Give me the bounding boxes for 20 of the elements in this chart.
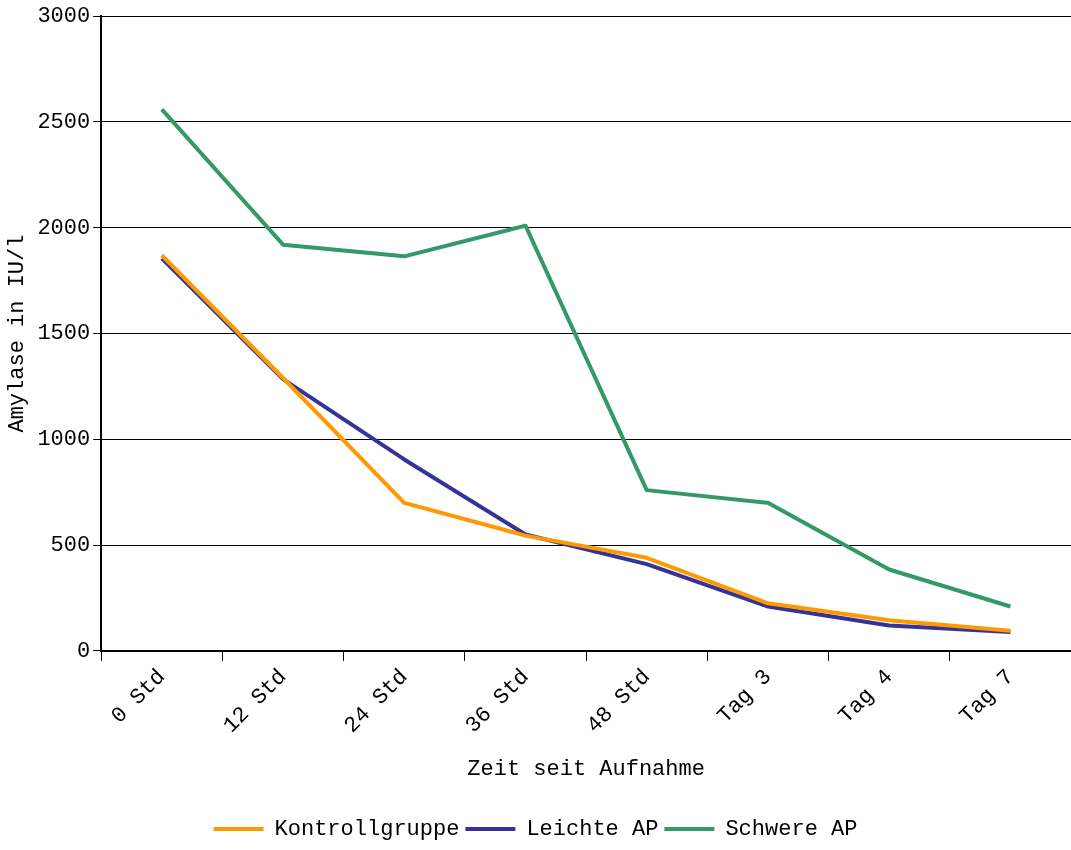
y-tick-label: 500 [50,532,91,558]
y-tick-label: 2500 [37,109,91,135]
x-tick-label: Tag 3 [712,664,778,730]
x-tick-label: 48 Std [582,664,656,739]
y-tick-label: 0 [77,638,91,664]
y-tick-label: 2000 [37,215,91,241]
x-tick-label: 0 Std [106,664,171,730]
x-tick-label: 36 Std [460,664,535,739]
legend-label: Kontrollgruppe [274,816,460,842]
legend-label: Leichte AP [526,816,659,842]
y-tick-label: 3000 [37,4,91,30]
y-tick-label: 1500 [37,321,91,347]
y-axis-title: Amylase in IU/l [5,234,31,433]
legend-label: Schwere AP [725,816,858,842]
x-tick-label: Tag 4 [833,664,899,730]
x-tick-label: 24 Std [339,664,414,739]
x-tick-label: 12 Std [218,664,293,739]
x-tick-label: Tag 7 [955,664,1020,730]
x-axis-title: Zeit seit Aufnahme [467,756,705,782]
y-tick-label: 1000 [37,427,91,453]
